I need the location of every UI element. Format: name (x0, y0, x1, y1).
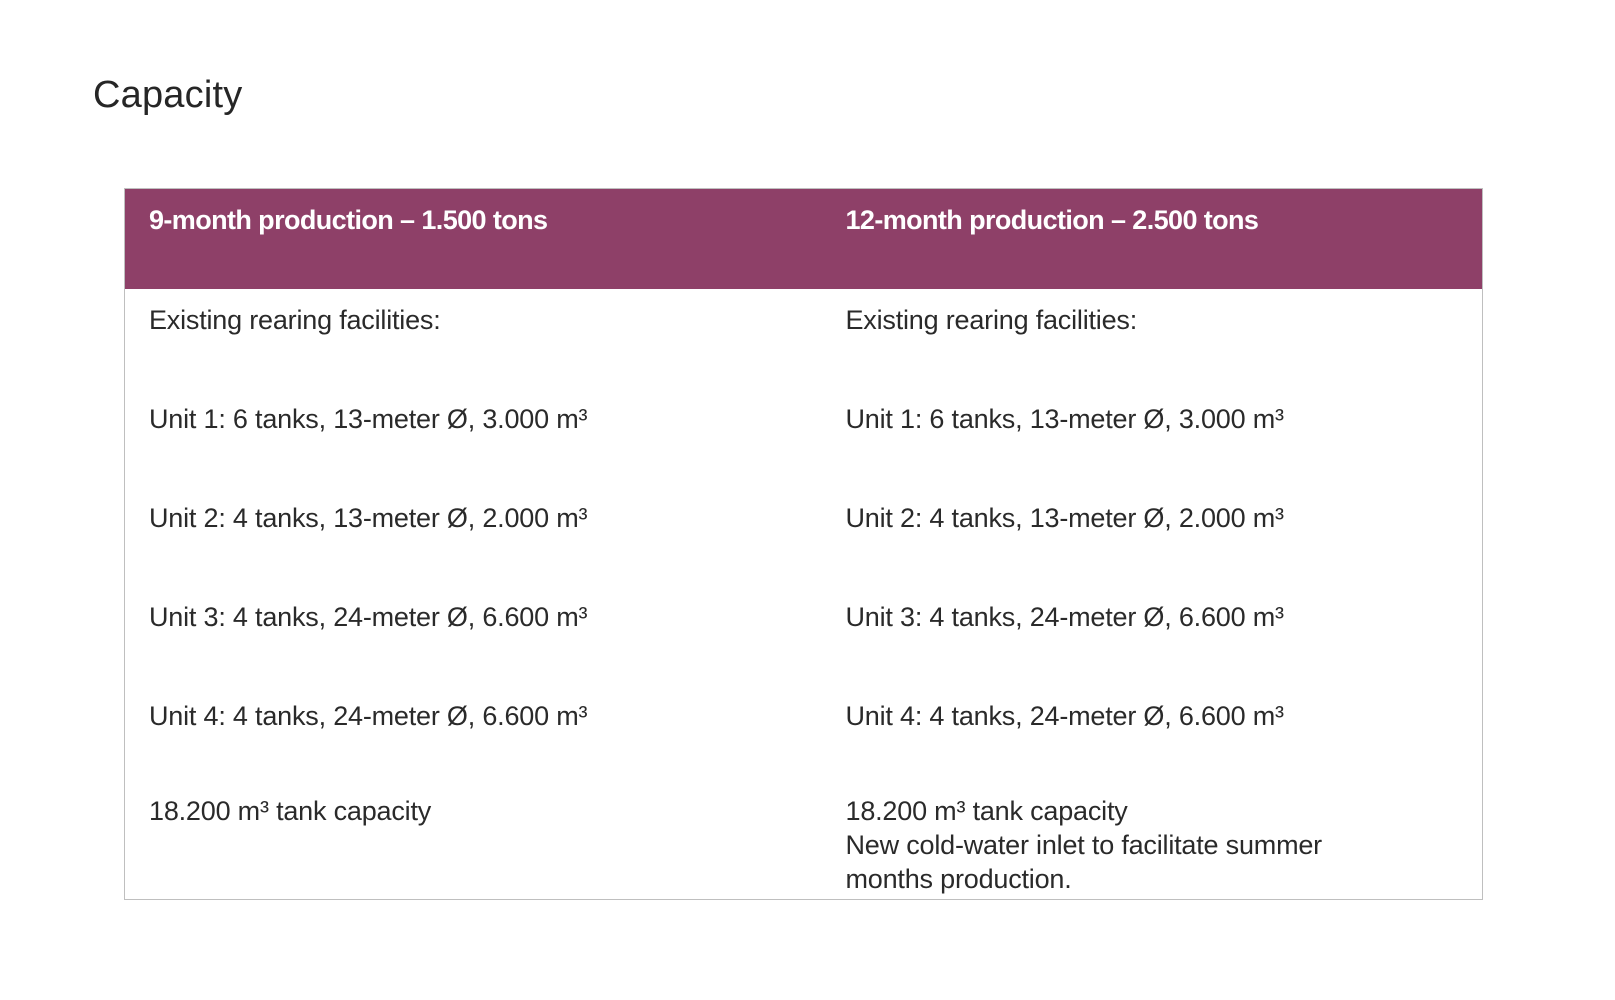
table-row: Existing rearing facilities: Existing re… (125, 289, 1483, 388)
page-title: Capacity (93, 74, 243, 116)
header-9-month-production: 9-month production – 1.500 tons (124, 188, 822, 289)
table-header-row: 9-month production – 1.500 tons 12-month… (124, 188, 1483, 289)
table-cell: Unit 4: 4 tanks, 24-meter Ø, 6.600 m³ (822, 685, 1483, 784)
table-cell: Unit 2: 4 tanks, 13-meter Ø, 2.000 m³ (125, 487, 822, 586)
cell-text: Unit 2: 4 tanks, 13-meter Ø, 2.000 m³ (845, 502, 1284, 533)
table-cell: Unit 1: 6 tanks, 13-meter Ø, 3.000 m³ (822, 388, 1483, 487)
cell-text: Unit 3: 4 tanks, 24-meter Ø, 6.600 m³ (845, 601, 1284, 632)
table-cell: Existing rearing facilities: (822, 289, 1483, 388)
header-12-month-production: 12-month production – 2.500 tons (821, 188, 1483, 289)
cell-text: Unit 4: 4 tanks, 24-meter Ø, 6.600 m³ (845, 700, 1284, 731)
table-row: Unit 4: 4 tanks, 24-meter Ø, 6.600 m³ Un… (125, 685, 1483, 784)
cell-text: Unit 1: 6 tanks, 13-meter Ø, 3.000 m³ (845, 403, 1284, 434)
table-cell: Unit 3: 4 tanks, 24-meter Ø, 6.600 m³ (125, 586, 822, 685)
cell-text: Unit 1: 6 tanks, 13-meter Ø, 3.000 m³ (149, 403, 588, 434)
table-cell: Unit 4: 4 tanks, 24-meter Ø, 6.600 m³ (125, 685, 822, 784)
cell-text: Existing rearing facilities: (149, 304, 441, 335)
table-cell: Existing rearing facilities: (125, 289, 822, 388)
table-cell: 18.200 m³ tank capacity (125, 784, 822, 900)
table-cell: Unit 2: 4 tanks, 13-meter Ø, 2.000 m³ (822, 487, 1483, 586)
table-cell: 18.200 m³ tank capacity New cold-water i… (822, 784, 1483, 900)
table-row: Unit 2: 4 tanks, 13-meter Ø, 2.000 m³ Un… (125, 487, 1483, 586)
cell-text: Unit 4: 4 tanks, 24-meter Ø, 6.600 m³ (149, 700, 588, 731)
table-row: 18.200 m³ tank capacity 18.200 m³ tank c… (125, 784, 1483, 900)
table-cell: Unit 1: 6 tanks, 13-meter Ø, 3.000 m³ (125, 388, 822, 487)
cell-text: New cold-water inlet to facilitate summe… (845, 829, 1323, 860)
cell-text: 18.200 m³ tank capacity (845, 795, 1128, 826)
cell-text: Existing rearing facilities: (845, 304, 1138, 335)
cell-text: 18.200 m³ tank capacity (149, 795, 432, 826)
table-cell: Unit 3: 4 tanks, 24-meter Ø, 6.600 m³ (822, 586, 1483, 685)
capacity-table: 9-month production – 1.500 tons 12-month… (124, 188, 1483, 900)
cell-text: Unit 3: 4 tanks, 24-meter Ø, 6.600 m³ (149, 601, 588, 632)
table-row: Unit 1: 6 tanks, 13-meter Ø, 3.000 m³ Un… (125, 388, 1483, 487)
cell-text: Unit 2: 4 tanks, 13-meter Ø, 2.000 m³ (149, 502, 588, 533)
table-row: Unit 3: 4 tanks, 24-meter Ø, 6.600 m³ Un… (125, 586, 1483, 685)
cell-text: months production. (845, 863, 1072, 894)
